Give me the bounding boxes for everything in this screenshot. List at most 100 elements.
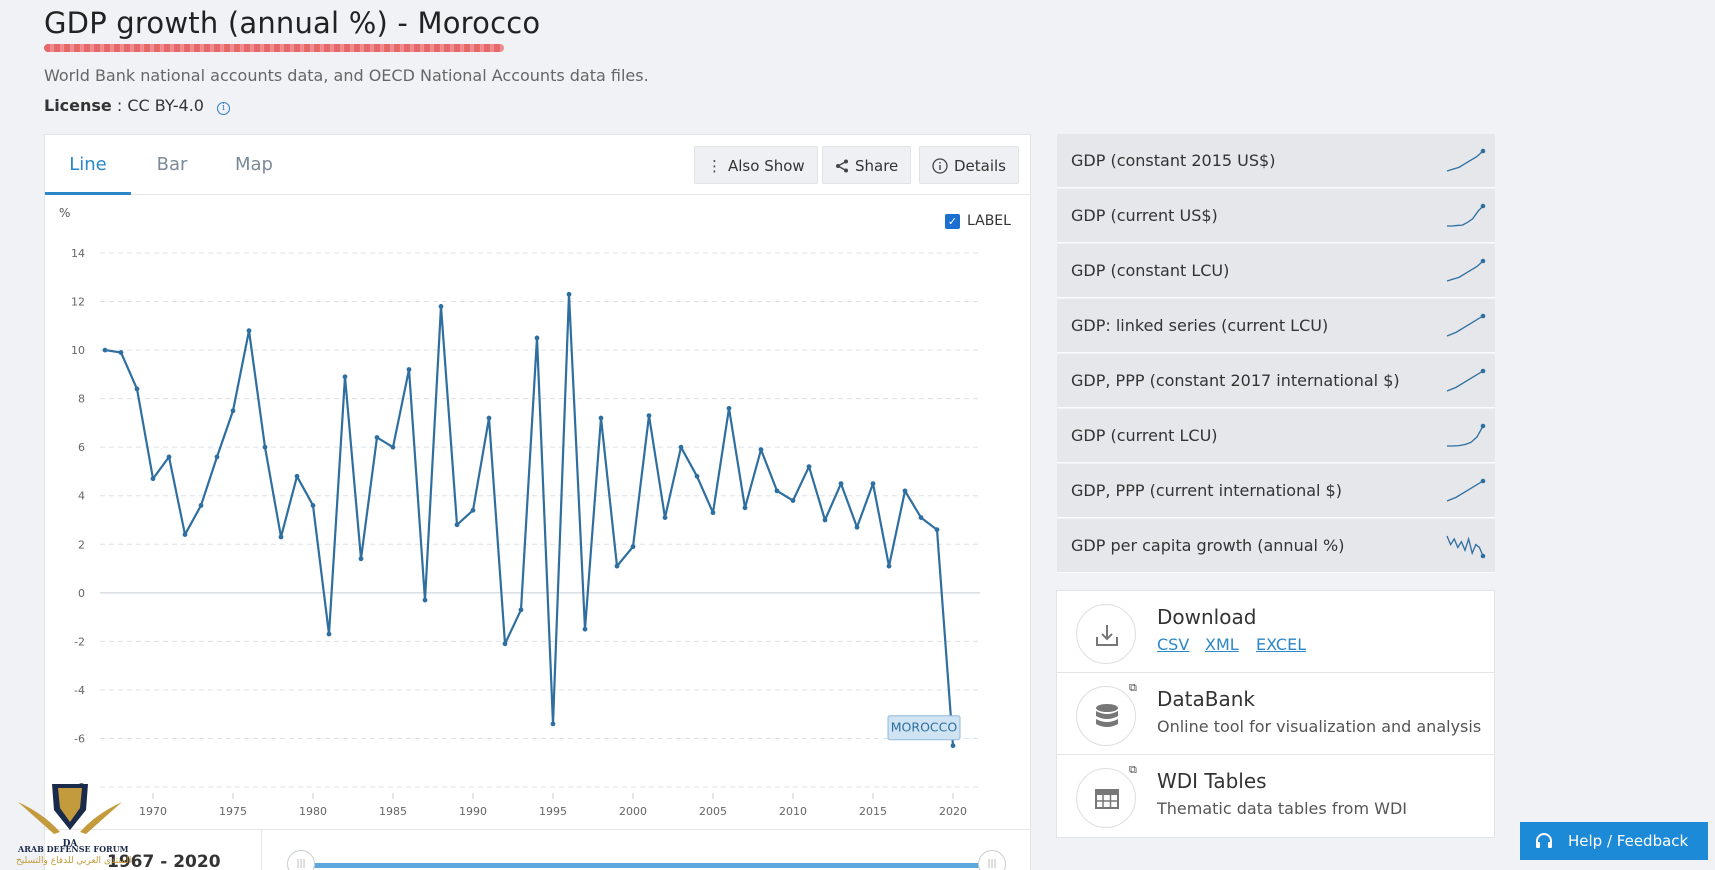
related-indicator-label: GDP (current LCU) (1071, 426, 1218, 445)
y-tick-label: -2 (74, 635, 85, 648)
logo-initials: DA (63, 839, 79, 849)
range-start-handle[interactable]: ||| (287, 850, 315, 870)
related-indicator-item[interactable]: GDP (current LCU) (1057, 409, 1495, 463)
source-note: World Bank national accounts data, and O… (44, 66, 649, 85)
download-xml-link[interactable]: XML (1205, 635, 1239, 654)
sparkline-icon (1446, 258, 1486, 282)
details-button[interactable]: Details (919, 146, 1020, 184)
related-indicator-label: GDP (constant LCU) (1071, 261, 1230, 280)
label-toggle[interactable]: ✓ LABEL (945, 213, 1011, 229)
y-tick-label: 12 (71, 296, 85, 309)
data-point (534, 335, 540, 341)
tab-line[interactable]: Line (45, 135, 131, 195)
data-point (230, 408, 236, 414)
data-point (630, 544, 636, 550)
y-tick-label: -6 (74, 732, 85, 745)
related-indicator-item[interactable]: GDP (constant 2015 US$) (1057, 134, 1495, 188)
related-indicator-item[interactable]: GDP (constant LCU) (1057, 244, 1495, 298)
more-vertical-icon: ⋮ (707, 157, 722, 175)
tab-bar[interactable]: Bar (156, 154, 188, 175)
databank-title: DataBank (1157, 687, 1255, 711)
data-point (854, 524, 860, 530)
x-tick-label: 2005 (699, 805, 727, 818)
data-point (166, 454, 172, 460)
data-point (678, 444, 684, 450)
x-tick-label: 2000 (619, 805, 647, 818)
license-line: License : CC BY-4.0 i (44, 96, 231, 115)
data-point (518, 607, 524, 613)
help-feedback-button[interactable]: Help / Feedback (1520, 822, 1708, 860)
data-point (182, 532, 188, 537)
logo-text-arabic: المنتدى العربي للدفاع والتسليح (16, 856, 132, 866)
related-indicator-label: GDP (constant 2015 US$) (1071, 151, 1276, 170)
data-point (710, 510, 716, 516)
license-value: : CC BY-4.0 (116, 96, 204, 115)
related-indicator-item[interactable]: GDP per capita growth (annual %) (1057, 519, 1495, 573)
data-point (262, 444, 268, 450)
external-link-icon: ⧉ (1129, 681, 1137, 694)
data-point (822, 517, 828, 523)
download-excel-link[interactable]: EXCEL (1256, 635, 1307, 654)
data-point (118, 350, 124, 355)
help-feedback-label: Help / Feedback (1568, 832, 1689, 850)
data-point (934, 527, 940, 533)
wdi-title: WDI Tables (1157, 769, 1267, 793)
x-tick-label: 1980 (299, 805, 327, 818)
y-tick-label: 0 (78, 587, 85, 600)
also-show-label: Also Show (728, 157, 805, 175)
sparkline-icon (1446, 368, 1486, 392)
headset-icon (1536, 833, 1552, 848)
download-row: Download CSV XML EXCEL (1057, 591, 1494, 673)
data-point (390, 444, 396, 450)
tab-map[interactable]: Map (235, 154, 273, 175)
data-point (422, 597, 428, 603)
checkbox-checked-icon[interactable]: ✓ (945, 213, 960, 229)
data-point (246, 328, 252, 334)
related-indicator-item[interactable]: GDP: linked series (current LCU) (1057, 299, 1495, 353)
x-tick-label: 1990 (459, 805, 487, 818)
range-divider (261, 830, 262, 870)
databank-circle (1076, 686, 1136, 746)
data-point (614, 563, 620, 569)
wdi-circle (1076, 768, 1136, 828)
database-icon (1096, 704, 1118, 727)
info-icon[interactable]: i (217, 102, 231, 115)
y-tick-label: 2 (78, 538, 85, 551)
sparkline-icon (1446, 148, 1486, 172)
range-slider-track[interactable] (301, 863, 993, 868)
range-end-handle[interactable]: ||| (978, 850, 1006, 870)
x-tick-label: 2010 (779, 805, 807, 818)
data-point (694, 473, 700, 479)
data-point (774, 488, 780, 494)
info-circle-icon (932, 158, 948, 174)
data-point (598, 415, 604, 421)
related-indicator-label: GDP per capita growth (annual %) (1071, 536, 1345, 555)
data-point (790, 498, 796, 503)
download-csv-link[interactable]: CSV (1157, 635, 1190, 654)
wdi-subtitle: Thematic data tables from WDI (1157, 799, 1407, 818)
data-point (886, 563, 892, 569)
y-tick-label: 4 (78, 490, 85, 503)
external-link-icon: ⧉ (1129, 763, 1137, 776)
data-point (214, 454, 220, 460)
share-label: Share (855, 157, 899, 175)
download-title: Download (1157, 605, 1257, 629)
databank-row[interactable]: ⧉ DataBank Online tool for visualization… (1057, 673, 1494, 755)
wdi-row[interactable]: ⧉ WDI Tables Thematic data tables from W… (1057, 755, 1494, 837)
related-indicators: GDP (constant 2015 US$) GDP (current US$)… (1057, 134, 1495, 574)
download-panel: Download CSV XML EXCEL ⧉ DataBank Online… (1056, 590, 1495, 838)
related-indicator-item[interactable]: GDP, PPP (current international $) (1057, 464, 1495, 518)
related-indicator-item[interactable]: GDP (current US$) (1057, 189, 1495, 243)
data-point (550, 721, 556, 727)
share-button[interactable]: Share (822, 146, 912, 184)
x-tick-label: 1985 (379, 805, 407, 818)
license-label: License (44, 96, 112, 115)
data-point (582, 626, 588, 632)
download-icon (1096, 625, 1118, 646)
also-show-button[interactable]: ⋮ Also Show (694, 146, 818, 184)
year-range-label: 1967 - 2020 (107, 852, 221, 870)
related-indicator-item[interactable]: GDP, PPP (constant 2017 international $) (1057, 354, 1495, 408)
data-point (486, 415, 492, 421)
data-point (918, 515, 924, 520)
data-point (806, 464, 812, 469)
